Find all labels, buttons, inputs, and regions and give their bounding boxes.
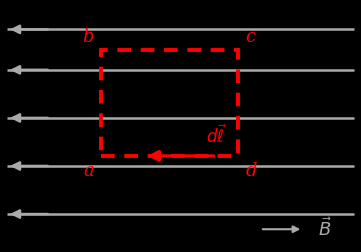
Text: b: b — [82, 27, 94, 45]
Text: $\vec{B}$: $\vec{B}$ — [318, 217, 332, 239]
Bar — [101, 50, 238, 156]
Text: c: c — [245, 27, 256, 45]
Text: d: d — [245, 161, 257, 179]
Text: $d\vec{\ell}$: $d\vec{\ell}$ — [206, 124, 226, 146]
Text: a: a — [83, 161, 94, 179]
